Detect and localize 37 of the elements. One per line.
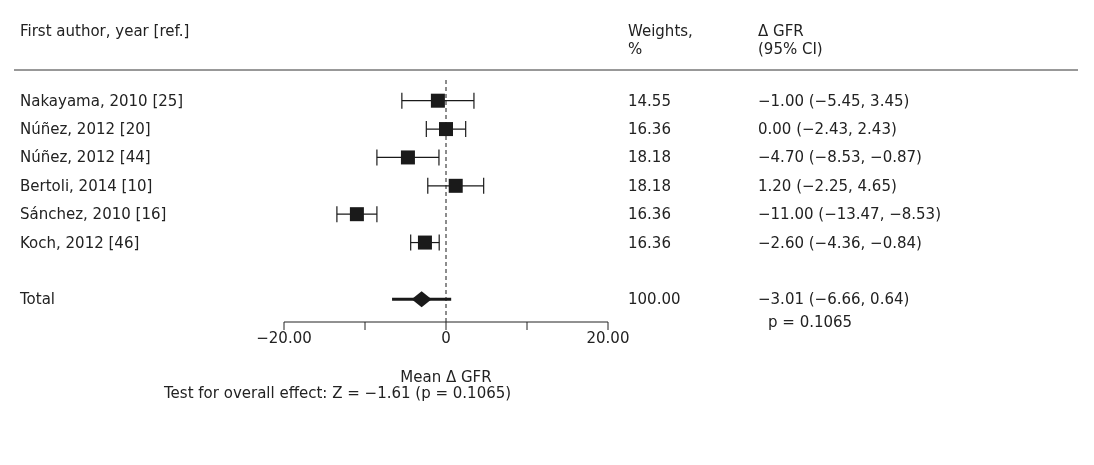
point	[349, 207, 364, 222]
text: −2.60 (−4.36, −0.84)	[758, 233, 922, 252]
x-tick-label: 0	[441, 328, 451, 347]
text: 18.18	[628, 148, 671, 167]
y-tick-label: Núñez, 2012 [20]	[20, 120, 151, 139]
point	[448, 178, 463, 193]
y-tick-label: Nakayama, 2010 [25]	[20, 91, 184, 110]
text: −1.00 (−5.45, 3.45)	[758, 91, 910, 110]
y-tick-label: Núñez, 2012 [44]	[20, 148, 151, 167]
text: 100.00	[628, 290, 681, 309]
text: 16.36	[628, 205, 671, 224]
text: Weights, %	[628, 22, 694, 58]
text: 14.55	[628, 91, 671, 110]
text: 0.00 (−2.43, 2.43)	[758, 120, 897, 139]
text: First author, year [ref.]	[20, 22, 190, 40]
text: p = 0.1065	[768, 313, 853, 332]
point	[430, 93, 445, 108]
point	[439, 122, 453, 137]
text: −4.70 (−8.53, −0.87)	[758, 148, 922, 167]
text: 16.36	[628, 120, 671, 139]
y-tick-label: Total	[19, 290, 56, 309]
y-tick-label: Koch, 2012 [46]	[20, 233, 140, 252]
text: −3.01 (−6.66, 0.64)	[758, 290, 910, 309]
text: Test for overall effect: Z = −1.61 (p = 0.1065)	[163, 384, 513, 402]
y-tick-label: Bertoli, 2014 [10]	[20, 176, 153, 195]
text: Δ GFR (95% CI)	[758, 22, 824, 58]
text: 18.18	[628, 176, 671, 195]
x-tick-label: 20.00	[586, 328, 630, 347]
point	[400, 150, 415, 165]
point	[417, 235, 432, 250]
text: 1.20 (−2.25, 4.65)	[758, 176, 897, 195]
text: −11.00 (−13.47, −8.53)	[758, 205, 941, 224]
x-axis-title: Mean Δ GFR	[400, 368, 492, 386]
text: 16.36	[628, 233, 671, 252]
y-tick-label: Sánchez, 2010 [16]	[20, 205, 167, 224]
x-tick-label: −20.00	[256, 328, 312, 347]
point	[411, 291, 432, 308]
